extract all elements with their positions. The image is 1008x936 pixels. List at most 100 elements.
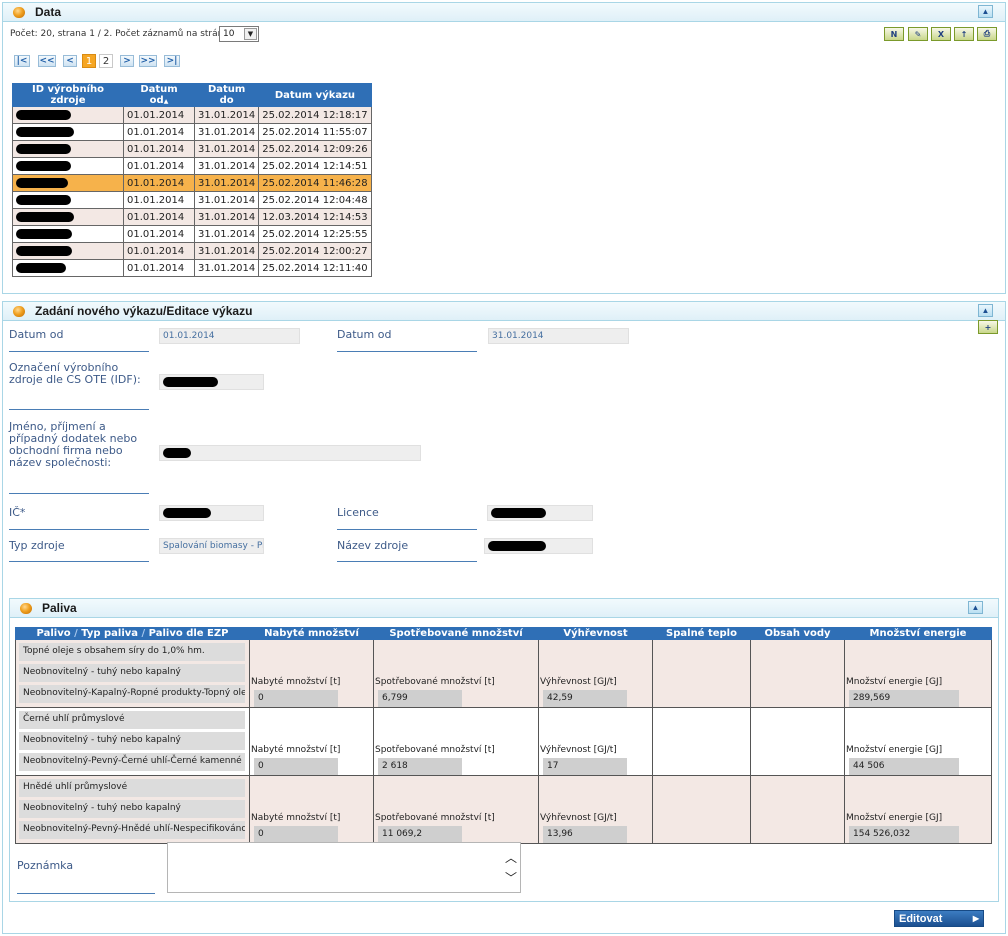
acquired-field[interactable]: 0 [254, 826, 338, 843]
new-record-icon[interactable]: N [884, 27, 904, 41]
pager-next-button[interactable]: > [120, 55, 134, 67]
cell-report-date: 25.02.2014 12:25:55 [258, 225, 372, 243]
redacted-id [12, 208, 124, 226]
table-row[interactable]: 01.01.2014 31.01.2014 25.02.2014 11:55:07 [12, 123, 372, 141]
source-type-field[interactable]: Spalování biomasy - Pro [159, 538, 264, 554]
panel-orb-icon [20, 602, 32, 614]
licence-field[interactable] [487, 505, 593, 521]
scroll-down-icon[interactable]: ﹀ [504, 871, 517, 885]
consumed-label: Spotřebované množství [t] [375, 677, 495, 687]
table-row[interactable]: 01.01.2014 31.01.2014 25.02.2014 12:11:40 [12, 259, 372, 277]
consumed-label: Spotřebované množství [t] [375, 813, 495, 823]
edit-record-icon[interactable]: ✎ [908, 27, 928, 41]
calorific-label: Výhřevnost [GJ/t] [540, 677, 617, 687]
panel-orb-icon [13, 305, 25, 317]
idf-label: Označení výrobního zdroje dle CS OTE (ID… [9, 362, 149, 410]
export-excel-icon[interactable]: X [931, 27, 951, 41]
pager-next-ten-button[interactable]: >> [139, 55, 157, 67]
table-row[interactable]: 01.01.2014 31.01.2014 25.02.2014 12:00:27 [12, 242, 372, 260]
cell-report-date: 25.02.2014 12:00:27 [258, 242, 372, 260]
note-textarea[interactable]: ︿ ﹀ [167, 842, 521, 893]
fuel-panel-header: Paliva ▲ [10, 599, 998, 618]
col-header-fuel: Palivo / Typ paliva / Palivo dle EZP [15, 627, 250, 640]
source-name-field[interactable] [484, 538, 593, 554]
col-header-date-from-label: Datum od [140, 84, 178, 106]
cell-report-date: 25.02.2014 12:18:17 [258, 106, 372, 124]
cell-report-date: 25.02.2014 11:55:07 [258, 123, 372, 141]
energy-field[interactable]: 44 506 [849, 758, 959, 775]
consumed-field[interactable]: 11 069,2 [378, 826, 462, 843]
acquired-cell: Nabyté množství [t] 0 [249, 707, 374, 776]
table-row[interactable]: 01.01.2014 31.01.2014 25.02.2014 12:25:55 [12, 225, 372, 243]
fuel-type: Neobnovitelný - tuhý nebo kapalný [19, 664, 245, 682]
import-icon[interactable]: ↑ [954, 27, 974, 41]
col-header-date-from[interactable]: Datum od▲ [123, 83, 195, 107]
combustion-heat-cell [652, 775, 751, 844]
pager-first-button[interactable]: |< [14, 55, 30, 67]
pager-prev-ten-button[interactable]: << [38, 55, 56, 67]
collapse-up-icon[interactable]: ▲ [978, 304, 993, 317]
calorific-cell: Výhřevnost [GJ/t] 42,59 [538, 639, 653, 708]
table-row[interactable]: 01.01.2014 31.01.2014 12.03.2014 12:14:53 [12, 208, 372, 226]
calorific-field[interactable]: 13,96 [543, 826, 627, 843]
acquired-field[interactable]: 0 [254, 690, 338, 707]
cell-date-to: 31.01.2014 [193, 242, 260, 260]
consumed-field[interactable]: 2 618 [378, 758, 462, 775]
scroll-up-icon[interactable]: ︿ [504, 851, 517, 865]
consumed-field[interactable]: 6,799 [378, 690, 462, 707]
print-icon[interactable]: ⎙ [977, 27, 997, 41]
cell-date-from: 01.01.2014 [123, 242, 195, 260]
date-to-field[interactable]: 31.01.2014 [488, 328, 629, 344]
energy-field[interactable]: 154 526,032 [849, 826, 959, 843]
redacted-value [163, 377, 218, 387]
acquired-field[interactable]: 0 [254, 758, 338, 775]
water-cell [750, 707, 845, 776]
col-header-consumed: Spotřebované množství [373, 627, 539, 640]
date-to-label: Datum od [337, 329, 477, 352]
table-row[interactable]: 01.01.2014 31.01.2014 25.02.2014 12:04:48 [12, 191, 372, 209]
col-header-date-to[interactable]: Datum do [193, 83, 260, 107]
edit-button[interactable]: Editovat ▶ [894, 910, 984, 927]
fuel-row: Hnědé uhlí průmyslové Neobnovitelný - tu… [15, 775, 992, 844]
pager-last-button[interactable]: >| [164, 55, 180, 67]
calorific-field[interactable]: 17 [543, 758, 627, 775]
collapse-up-icon[interactable]: ▲ [978, 5, 993, 18]
calorific-field[interactable]: 42,59 [543, 690, 627, 707]
ic-field[interactable] [159, 505, 264, 521]
energy-label: Množství energie [GJ] [846, 677, 943, 687]
energy-label: Množství energie [GJ] [846, 745, 943, 755]
calorific-cell: Výhřevnost [GJ/t] 17 [538, 707, 653, 776]
redacted-id [12, 225, 124, 243]
consumed-cell: Spotřebované množství [t] 2 618 [373, 707, 539, 776]
page-size-value: 10 [223, 29, 235, 39]
pager-prev-button[interactable]: < [63, 55, 77, 67]
cell-date-from: 01.01.2014 [123, 123, 195, 141]
collapse-up-icon[interactable]: ▲ [968, 601, 983, 614]
pager-page-2[interactable]: 2 [99, 54, 113, 68]
redacted-id [12, 106, 124, 124]
note-label: Poznámka [17, 860, 155, 894]
redacted-id [12, 242, 124, 260]
record-count-text: Počet: 20, strana 1 / 2. Počet záznamů n… [10, 29, 234, 39]
redacted-value [163, 448, 191, 458]
date-from-field[interactable]: 01.01.2014 [159, 328, 300, 344]
reports-table-header: ID výrobního zdroje Datum od▲ Datum do D… [12, 83, 372, 107]
fuel-panel-title: Paliva [42, 601, 77, 615]
table-row-selected[interactable]: 01.01.2014 31.01.2014 25.02.2014 11:46:28 [12, 174, 372, 192]
idf-field[interactable] [159, 374, 264, 390]
cell-date-from: 01.01.2014 [123, 225, 195, 243]
col-header-source-id[interactable]: ID výrobního zdroje [12, 83, 124, 107]
page-size-select[interactable]: 10 ▼ [219, 26, 259, 42]
energy-field[interactable]: 289,569 [849, 690, 959, 707]
cell-date-from: 01.01.2014 [123, 259, 195, 277]
table-row[interactable]: 01.01.2014 31.01.2014 25.02.2014 12:14:51 [12, 157, 372, 175]
table-row[interactable]: 01.01.2014 31.01.2014 25.02.2014 12:09:26 [12, 140, 372, 158]
cell-date-from: 01.01.2014 [123, 191, 195, 209]
table-row[interactable]: 01.01.2014 31.01.2014 25.02.2014 12:18:17 [12, 106, 372, 124]
company-name-field[interactable] [159, 445, 421, 461]
pager-page-1[interactable]: 1 [82, 54, 96, 68]
new-report-icon[interactable]: + [978, 320, 998, 334]
col-header-report-date[interactable]: Datum výkazu [258, 83, 372, 107]
fuel-names-cell: Topné oleje s obsahem síry do 1,0% hm. N… [15, 639, 250, 708]
combustion-heat-cell [652, 639, 751, 708]
